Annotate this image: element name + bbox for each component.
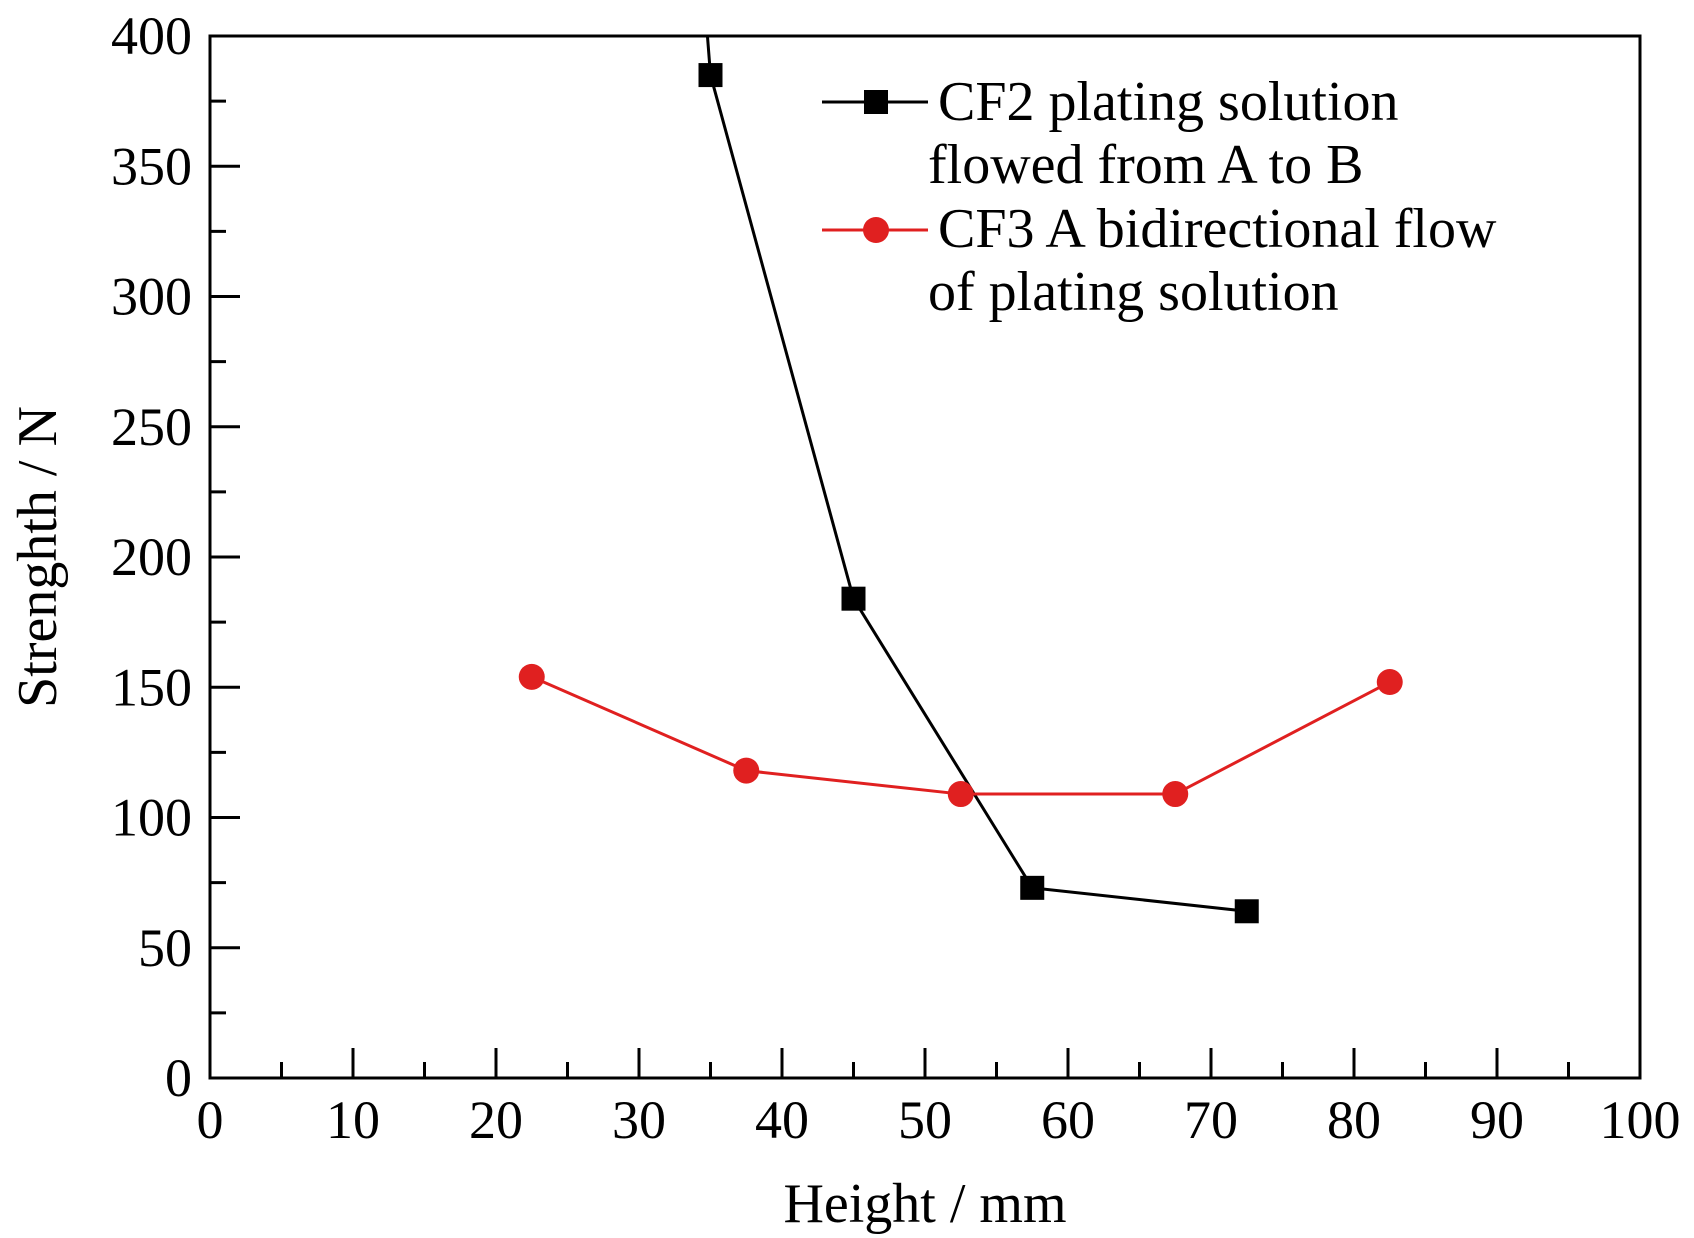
legend-label: of plating solution bbox=[928, 261, 1339, 323]
x-tick-label: 80 bbox=[1327, 1090, 1381, 1150]
legend-marker-square bbox=[864, 90, 888, 114]
y-tick-label: 0 bbox=[165, 1048, 192, 1108]
x-tick-label: 90 bbox=[1470, 1090, 1524, 1150]
x-axis-title: Height / mm bbox=[783, 1173, 1066, 1235]
y-tick-label: 350 bbox=[111, 136, 192, 196]
data-point-circle bbox=[1162, 781, 1189, 808]
y-tick-label: 200 bbox=[111, 527, 192, 587]
data-point-square bbox=[1234, 899, 1259, 924]
x-tick-label: 0 bbox=[197, 1090, 224, 1150]
data-point-square bbox=[1020, 875, 1045, 900]
x-tick-label: 60 bbox=[1041, 1090, 1095, 1150]
y-tick-label: 300 bbox=[111, 267, 192, 327]
legend-label: CF3 A bidirectional flow bbox=[938, 198, 1497, 260]
x-tick-label: 70 bbox=[1184, 1090, 1238, 1150]
data-point-square bbox=[841, 586, 866, 611]
series-line-2 bbox=[531, 675, 1391, 796]
y-tick-label: 100 bbox=[111, 788, 192, 848]
legend-label: CF2 plating solution bbox=[938, 71, 1399, 133]
data-point-circle bbox=[1376, 669, 1403, 696]
y-axis-title: Strenghth / N bbox=[7, 406, 69, 708]
y-tick-label: 50 bbox=[138, 918, 192, 978]
x-tick-label: 10 bbox=[326, 1090, 380, 1150]
x-tick-label: 30 bbox=[612, 1090, 666, 1150]
plot-frame bbox=[208, 34, 1642, 1080]
x-tick-label: 50 bbox=[898, 1090, 952, 1150]
x-tick-label: 40 bbox=[755, 1090, 809, 1150]
y-tick-label: 250 bbox=[111, 397, 192, 457]
y-tick-label: 150 bbox=[111, 657, 192, 717]
x-axis-ticks: 0 10 20 30 40 50 60 70 80 90 100 bbox=[197, 1048, 1681, 1150]
data-point-circle bbox=[518, 663, 545, 690]
y-tick-label: 400 bbox=[111, 6, 192, 66]
legend-marker-circle bbox=[863, 217, 889, 243]
data-point-circle bbox=[733, 757, 760, 784]
marker-layer bbox=[518, 63, 1403, 924]
x-tick-label: 20 bbox=[469, 1090, 523, 1150]
legend-label: flowed from A to B bbox=[928, 134, 1364, 196]
data-point-circle bbox=[947, 781, 974, 808]
data-point-square bbox=[698, 63, 723, 88]
x-tick-label: 100 bbox=[1600, 1090, 1681, 1150]
y-axis-ticks: 0 50 100 150 200 250 300 350 400 bbox=[111, 6, 240, 1108]
